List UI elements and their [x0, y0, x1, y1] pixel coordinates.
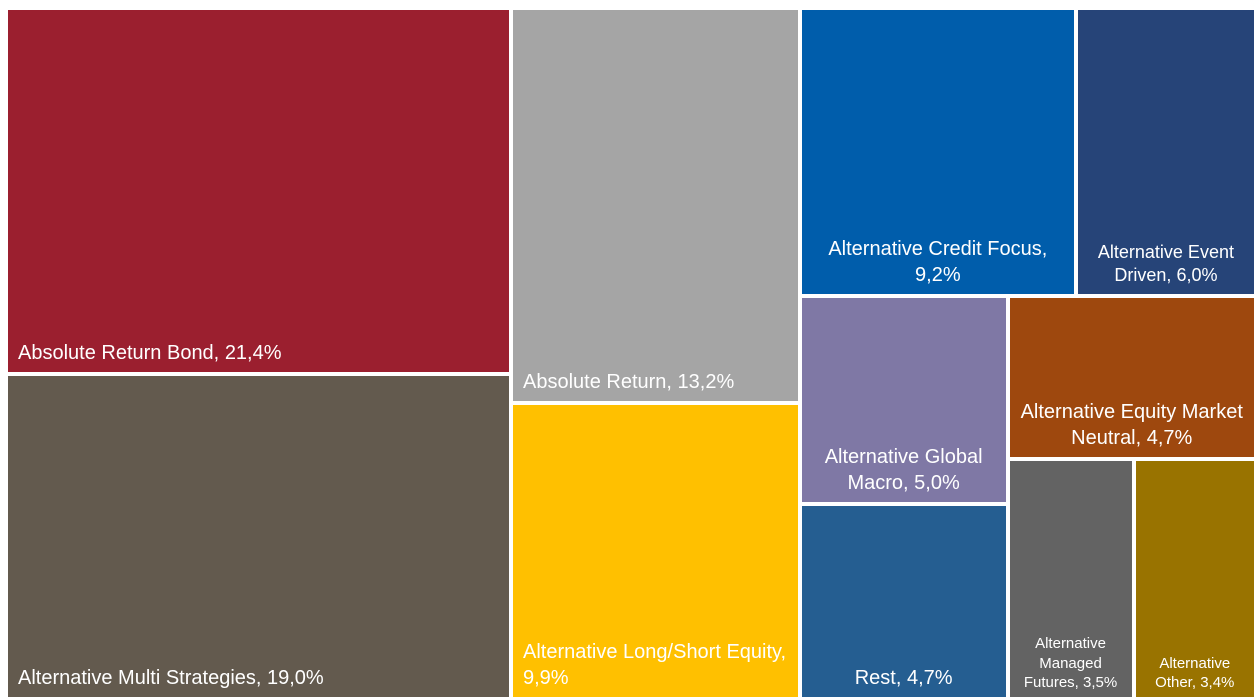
value-label: 3,5%	[1083, 674, 1118, 692]
category-name: Absolute Return Bond,	[18, 342, 220, 365]
cell-label: Alternative Credit Focus, 9,2%	[802, 236, 1074, 294]
treemap-cell: Alternative Other, 3,4%	[1135, 461, 1254, 697]
value-label: 13,2%	[677, 370, 735, 393]
value-label: 4,7%	[906, 666, 953, 689]
treemap-cell: Alternative Managed Futures, 3,5%	[1009, 461, 1132, 697]
treemap-cell: Rest, 4,7%	[801, 505, 1006, 697]
treemap-cell: Alternative Credit Focus, 9,2%	[801, 10, 1074, 294]
cell-label: Alternative Other, 3,4%	[1136, 654, 1254, 697]
treemap-cell: Alternative Multi Strategies, 19,0%	[8, 376, 509, 697]
value-label: 4,7%	[1146, 427, 1193, 450]
treemap-cell: Alternative Equity Market Neutral, 4,7%	[1009, 297, 1254, 458]
treemap-cell: Alternative Long/Short Equity, 9,9%	[513, 404, 798, 697]
category-name: Alternative Credit Focus,	[828, 237, 1048, 260]
category-name: Alternative Global Macro,	[824, 445, 983, 494]
category-name: Alternative Managed Futures,	[1023, 635, 1106, 692]
treemap-cell: Alternative Event Driven, 6,0%	[1077, 10, 1254, 294]
cell-label: Absolute Return Bond, 21,4%	[8, 340, 509, 372]
cell-label: Alternative Equity Market Neutral, 4,7%	[1010, 399, 1254, 457]
value-label: 3,4%	[1200, 674, 1235, 692]
category-name: Alternative Multi Strategies,	[18, 666, 262, 689]
cell-label: Alternative Multi Strategies, 19,0%	[8, 665, 509, 697]
category-name: Alternative Long/Short Equity,	[523, 640, 787, 663]
cell-label: Rest, 4,7%	[802, 665, 1006, 697]
cell-label: Alternative Global Macro, 5,0%	[802, 444, 1006, 502]
category-name: Alternative Other,	[1155, 654, 1231, 692]
cell-label: Alternative Event Driven, 6,0%	[1078, 241, 1254, 294]
treemap-cell: Absolute Return Bond, 21,4%	[8, 10, 509, 373]
treemap-cell: Absolute Return, 13,2%	[513, 10, 798, 401]
value-label: 9,9%	[523, 666, 569, 689]
value-label: 6,0%	[1176, 265, 1218, 286]
category-name: Alternative Equity Market Neutral,	[1020, 401, 1243, 450]
treemap-cell: Alternative Global Macro, 5,0%	[801, 297, 1006, 502]
value-label: 9,2%	[915, 263, 961, 286]
cell-label: Alternative Managed Futures, 3,5%	[1010, 634, 1132, 697]
value-label: 19,0%	[267, 666, 324, 689]
category-name: Rest,	[854, 666, 902, 689]
category-name: Alternative Event Driven,	[1097, 241, 1234, 286]
cell-label: Absolute Return, 13,2%	[513, 369, 798, 401]
category-name: Absolute Return,	[523, 370, 672, 393]
cell-label: Alternative Long/Short Equity, 9,9%	[513, 639, 798, 697]
value-label: 21,4%	[224, 342, 282, 365]
value-label: 5,0%	[914, 471, 960, 494]
